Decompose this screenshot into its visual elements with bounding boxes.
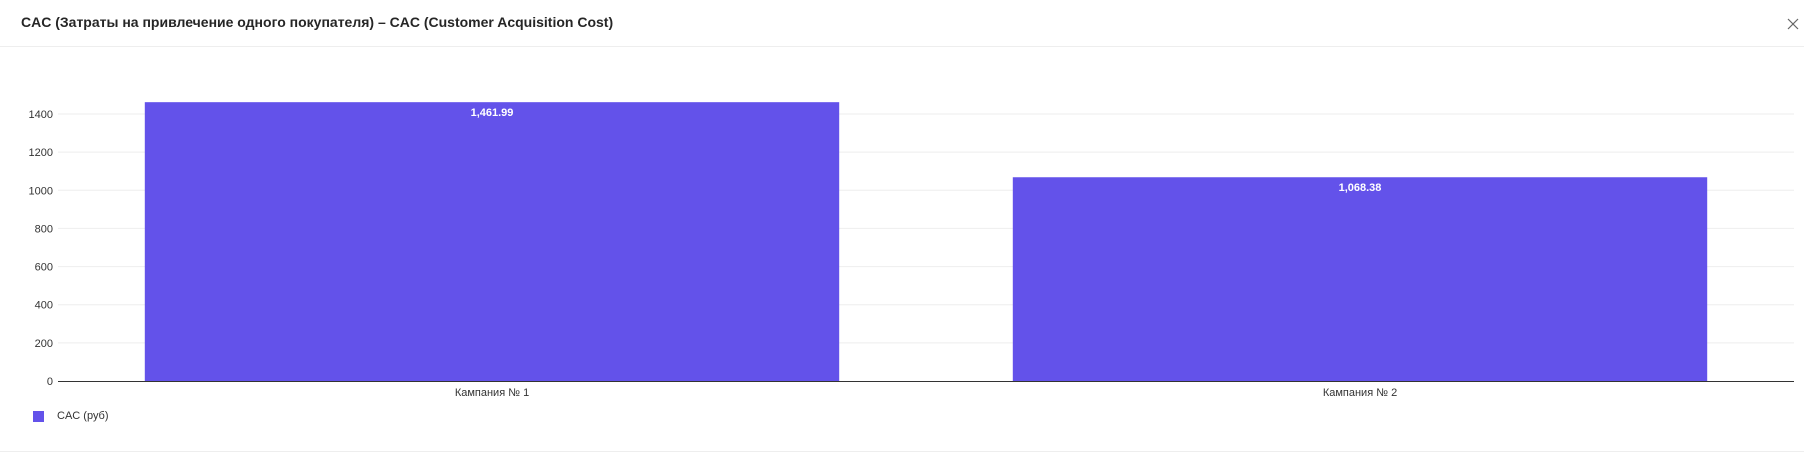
legend-label: CAC (руб) — [57, 410, 109, 422]
chart-title: CAC (Затраты на привлечение одного покуп… — [21, 14, 614, 30]
data-label: 1,461.99 — [471, 107, 514, 119]
data-label: 1,068.38 — [1339, 182, 1382, 194]
footer-divider — [0, 451, 1804, 452]
y-tick-label: 600 — [35, 262, 53, 274]
legend-swatch — [33, 410, 44, 422]
bar-chart: 0 200 400 600 800 1000 1200 1400 1,461.99 Кампани… — [29, 102, 1794, 399]
y-tick-label: 1200 — [29, 147, 53, 159]
y-tick-label: 800 — [35, 223, 53, 235]
y-tick-label: 400 — [35, 300, 53, 312]
legend: CAC (руб) — [33, 408, 109, 424]
dialog-header: CAC (Затраты на привлечение одного покуп… — [0, 0, 1804, 47]
y-tick-label: 1000 — [29, 185, 53, 197]
close-icon — [1787, 18, 1799, 30]
close-button[interactable] — [1786, 17, 1800, 31]
bar[interactable] — [1012, 177, 1708, 381]
x-tick-label: Кампания № 1 — [455, 387, 529, 399]
y-tick-label: 0 — [47, 376, 53, 388]
bar[interactable] — [144, 102, 840, 382]
y-tick-label: 200 — [35, 338, 53, 350]
y-tick-label: 1400 — [29, 109, 53, 121]
chart-area: 0 200 400 600 800 1000 1200 1400 1,461.99 Кампани… — [0, 48, 1804, 448]
x-tick-label: Кампания № 2 — [1323, 387, 1397, 399]
